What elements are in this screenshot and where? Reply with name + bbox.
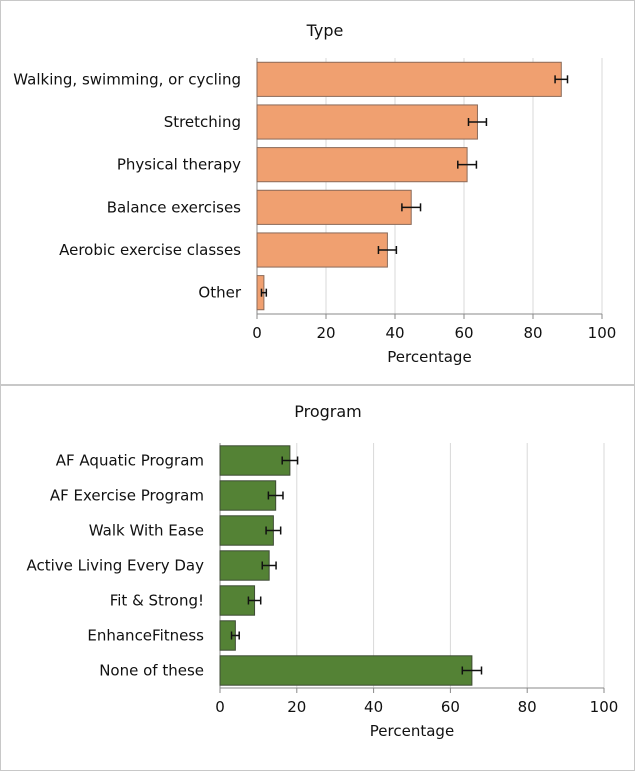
bar [256, 232, 388, 268]
bar [219, 655, 473, 686]
x-tick-label: 20 [316, 324, 335, 342]
x-tick-label: 100 [588, 324, 617, 342]
category-label: Walk With Ease [89, 522, 204, 540]
x-tick-label: 0 [252, 324, 262, 342]
bar [219, 515, 274, 546]
x-tick-label: 0 [215, 698, 225, 716]
bar [256, 147, 468, 183]
category-label: AF Aquatic Program [56, 452, 204, 470]
category-label: Other [198, 284, 241, 302]
bar [219, 445, 291, 476]
category-label: EnhanceFitness [87, 627, 204, 645]
category-label: None of these [99, 662, 204, 680]
category-label: Stretching [164, 113, 241, 131]
category-label: Aerobic exercise classes [59, 241, 241, 259]
category-label: AF Exercise Program [50, 487, 204, 505]
x-tick-label: 60 [441, 698, 460, 716]
bar [219, 550, 270, 581]
x-tick-label: 20 [287, 698, 306, 716]
x-tick-label: 60 [454, 324, 473, 342]
program-chart: Program 0 20 40 60 80 100 AF Aquatic Program AF … [26, 402, 619, 740]
chart-title: Program [294, 402, 362, 421]
category-label: Active Living Every Day [26, 557, 204, 575]
x-tick-label: 80 [523, 324, 542, 342]
x-axis-label: Percentage [387, 348, 471, 366]
x-tick-label: 80 [518, 698, 537, 716]
category-label: Fit & Strong! [110, 592, 204, 610]
type-chart: Type 0 20 40 60 80 100 Walking, swimming, or cy… [13, 21, 617, 366]
bar [256, 61, 562, 97]
bar [256, 189, 412, 225]
program-chart-panel: Program 0 20 40 60 80 100 AF Aquatic Program AF … [0, 385, 635, 771]
chart-title: Type [306, 21, 344, 40]
category-label: Walking, swimming, or cycling [13, 70, 241, 88]
x-tick-label: 40 [385, 324, 404, 342]
type-chart-panel: Type 0 20 40 60 80 100 Walking, swimming, or cy… [0, 0, 635, 385]
category-label: Physical therapy [117, 156, 241, 174]
category-label: Balance exercises [107, 198, 241, 216]
x-tick-label: 40 [364, 698, 383, 716]
x-axis-label: Percentage [370, 722, 454, 740]
bar [219, 480, 277, 511]
x-tick-label: 100 [590, 698, 619, 716]
bar [256, 104, 478, 140]
